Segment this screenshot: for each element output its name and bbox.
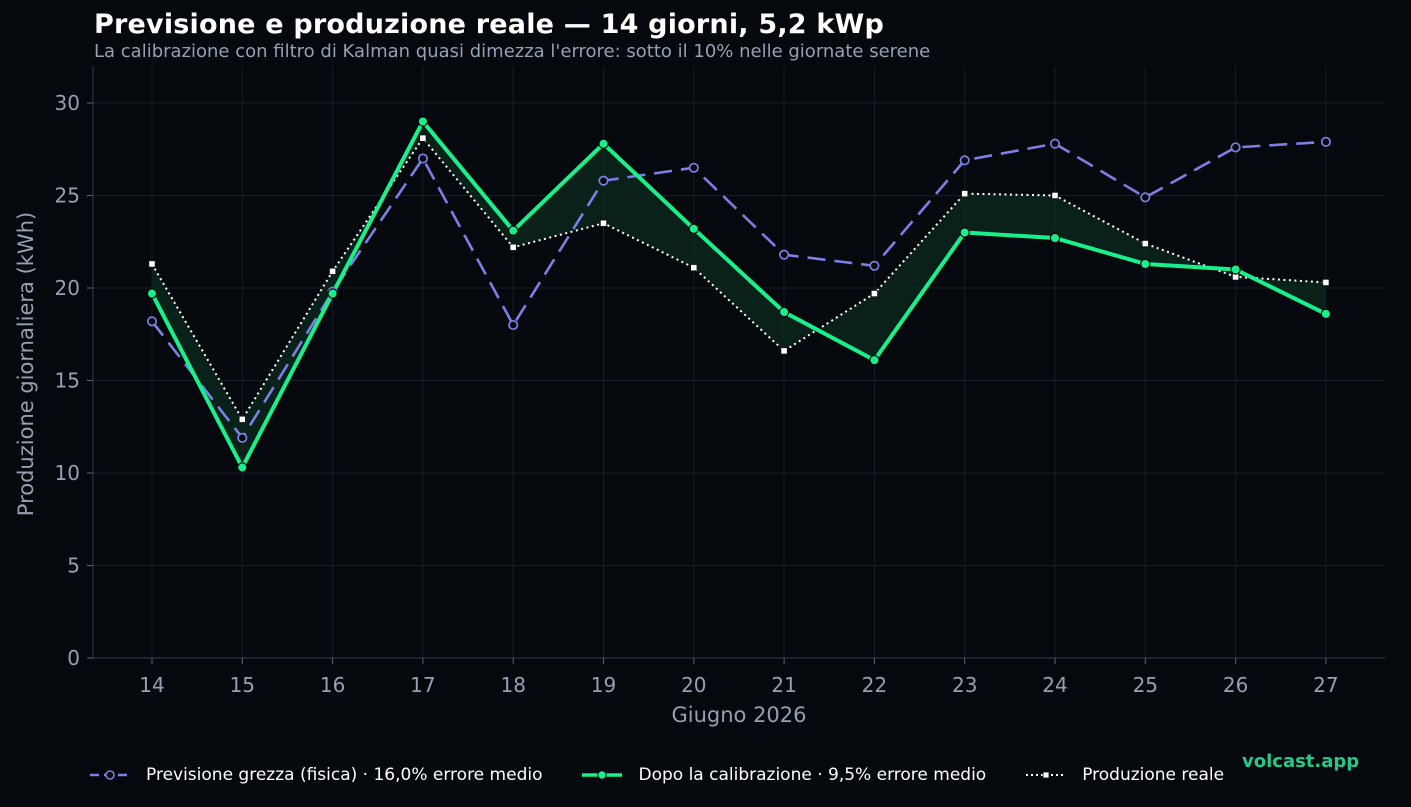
point-calibrated-14 [146,288,158,299]
x-tick-label-27: 27 [1313,673,1338,697]
legend-item-calibrated: Dopo la calibrazione · 9,5% errore medio [580,765,986,785]
y-tick-label-5: 5 [67,554,80,578]
x-tick-label-20: 20 [681,673,706,697]
axes [87,66,1385,664]
point-calibrated-16 [327,288,338,299]
x-tick-label-25: 25 [1133,673,1158,697]
y-tick-label-20: 20 [55,276,80,300]
x-tick-label-21: 21 [771,673,796,697]
point-raw-14 [146,316,158,327]
legend-raw-label: Previsione grezza (fisica) · 16,0% error… [146,765,543,785]
point-calibrated-15 [237,462,248,473]
point-actual-19 [599,219,608,227]
point-raw-18 [508,319,519,331]
point-calibrated-19 [598,138,609,149]
point-calibrated-27 [1320,308,1332,320]
x-tick-label-23: 23 [952,673,977,697]
point-actual-14 [148,260,156,268]
brand-watermark: volcast.app [1242,751,1360,772]
point-calibrated-20 [688,223,700,234]
error-band [152,121,1326,468]
y-tick-label-0: 0 [67,646,80,670]
point-calibrated-26 [1230,264,1241,275]
point-raw-22 [869,260,880,271]
x-tick-label-26: 26 [1223,673,1248,697]
legend-actual-label: Produzione reale [1082,765,1225,785]
series-layer [146,116,1332,473]
x-tick-label-15: 15 [230,673,255,697]
point-calibrated-24 [1049,232,1061,244]
point-actual-18 [509,243,517,251]
point-raw-21 [779,249,790,260]
x-tick-label-24: 24 [1042,673,1067,697]
x-tick-label-18: 18 [500,673,525,697]
point-raw-25 [1140,192,1151,203]
point-actual-16 [328,267,337,275]
point-raw-15 [237,432,248,443]
point-actual-17 [419,134,427,142]
y-tick-label-30: 30 [55,91,80,115]
point-actual-25 [1141,239,1149,248]
y-tick-label-15: 15 [55,369,80,393]
legend: Previsione grezza (fisica) · 16,0% error… [88,762,1224,788]
legend-actual-swatch [1026,771,1067,779]
x-tick-label-14: 14 [139,673,164,697]
error-band-layer [152,121,1326,468]
point-actual-15 [238,415,246,423]
point-actual-23 [961,190,969,198]
x-tick-label-16: 16 [320,673,345,697]
legend-calibrated-label: Dopo la calibrazione · 9,5% errore medio [638,765,987,785]
point-actual-21 [780,347,788,355]
y-tick-label-25: 25 [55,184,80,208]
point-actual-27 [1322,278,1330,287]
point-actual-20 [690,264,698,272]
point-actual-22 [870,289,879,298]
point-raw-17 [417,153,428,164]
chart-title: Previsione e produzione reale — 14 giorn… [94,9,885,40]
point-actual-24 [1051,191,1059,200]
point-raw-23 [959,155,970,166]
point-raw-19 [598,175,609,186]
series-line-raw [150,140,1326,440]
y-tick-label-10: 10 [55,461,80,485]
legend-item-raw: Previsione grezza (fisica) · 16,0% error… [88,765,542,785]
x-tick-label-22: 22 [862,673,887,697]
legend-calibrated-swatch [582,770,623,780]
point-calibrated-17 [417,116,429,127]
point-raw-27 [1320,136,1331,147]
series-line-actual [151,137,1326,421]
chart-subtitle: La calibrazione con filtro di Kalman qua… [94,41,931,62]
point-raw-26 [1230,142,1241,153]
tick-labels: 0 5 10 15 20 25 30 14 15 16 17 18 19 20 21 22 23 24 25 26 27 [55,91,1339,697]
point-raw-24 [1049,138,1061,149]
point-calibrated-25 [1140,258,1151,270]
series-line-calibrated [150,119,1327,470]
x-tick-label-19: 19 [591,673,616,697]
point-calibrated-21 [778,306,790,318]
legend-raw-swatch [90,770,130,780]
point-calibrated-23 [959,227,970,238]
y-axis-label: Produzione giornaliera (kWh) [14,211,38,517]
point-calibrated-22 [869,354,880,366]
point-raw-20 [688,162,699,173]
point-calibrated-18 [508,225,519,236]
x-tick-label-17: 17 [410,673,435,697]
legend-item-actual: Produzione reale [1024,765,1224,785]
x-axis-label: Giugno 2026 [671,703,807,727]
